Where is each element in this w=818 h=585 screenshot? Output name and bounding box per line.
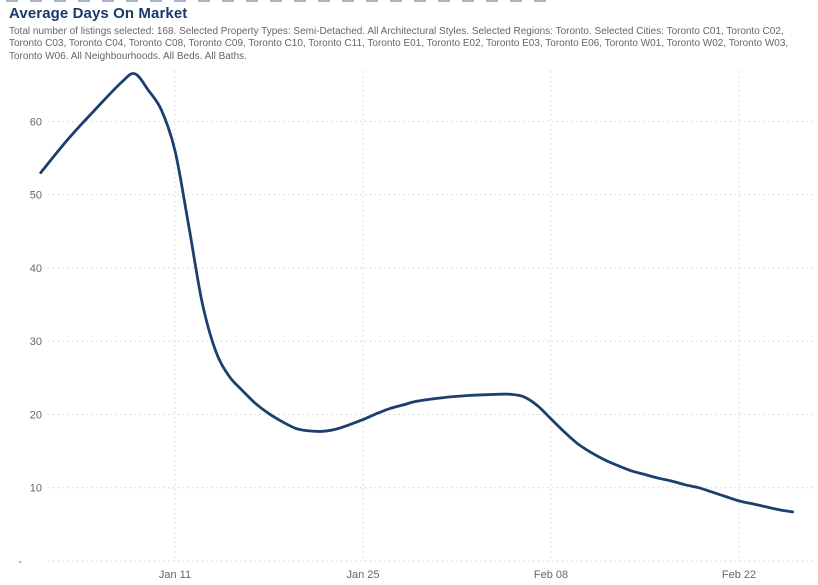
chart-canvas: 60 50 40 30 20 10 - Jan 11 Jan 25 Feb 08 Feb 22 — [18, 71, 816, 581]
x-axis-label: Jan 25 — [346, 569, 379, 581]
y-axis-label: 30 — [30, 336, 42, 348]
chart-subtitle: Total number of listings selected: 168. … — [9, 26, 789, 62]
x-axis-label: Jan 11 — [159, 569, 191, 581]
y-axis-label: 20 — [30, 410, 42, 422]
y-axis-label: 60 — [30, 116, 42, 128]
y-axis-label: 50 — [30, 190, 42, 202]
line-chart: 60 50 40 30 20 10 - Jan 11 Jan 25 Feb 08 Feb 22 — [0, 60, 818, 585]
clipped-text-artifact — [6, 0, 551, 2]
y-axis-label: 10 — [30, 483, 42, 495]
series-line-average-days-on-market[interactable] — [39, 72, 795, 514]
y-axis-label: 40 — [30, 263, 42, 275]
chart-title: Average Days On Market — [9, 5, 188, 22]
x-axis-label: Feb 08 — [534, 569, 568, 581]
y-axis-label: - — [18, 556, 22, 568]
x-axis-label: Feb 22 — [722, 569, 756, 581]
